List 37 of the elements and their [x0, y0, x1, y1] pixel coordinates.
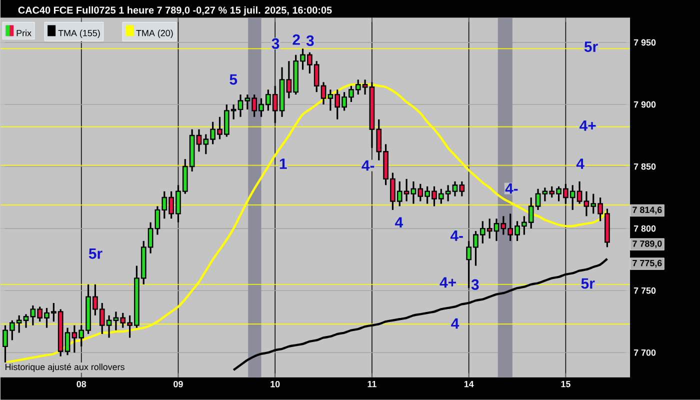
annotation: 3: [272, 38, 280, 49]
annotation: 3: [471, 279, 479, 290]
chart-title: CAC40 FCE Full0725 1 heure 7 789,0 -0,27 % 15 juil. 2025, 16:00:05: [18, 6, 332, 16]
annotation: 5r: [581, 278, 595, 289]
text: 7 814,6: [632, 206, 662, 214]
y-tick-label: 7 700: [634, 350, 656, 356]
annotation: 5r: [584, 42, 598, 52]
annotation: 4-: [505, 184, 518, 194]
x-tick-label: 15: [561, 381, 570, 388]
x-tick-label: 09: [174, 381, 183, 388]
annotation: 4-: [450, 230, 463, 241]
annotation: 4+: [440, 277, 456, 288]
annotation: 2: [292, 34, 300, 45]
text: 7 775,6: [632, 260, 662, 268]
text: 7 789,0: [632, 240, 662, 248]
annotation: 5r: [88, 248, 102, 259]
x-tick-label: 08: [76, 381, 86, 388]
annotation: 1: [280, 158, 287, 169]
x-tick-label: 11: [368, 381, 376, 388]
annotation: 4: [395, 217, 404, 228]
annotation: 4-: [362, 160, 374, 171]
annotation: Historique ajusté aux rollovers: [5, 364, 124, 372]
y-tick-label: 7 800: [634, 225, 656, 232]
annotation: 4: [451, 318, 460, 329]
annotation: 4: [576, 158, 584, 169]
x-tick-label: 14: [464, 381, 474, 388]
annotation: 5: [230, 74, 238, 85]
legend-label: Prix: [16, 30, 32, 36]
legend-label: TMA (20): [136, 30, 173, 38]
y-tick-label: 7 900: [634, 101, 656, 108]
annotation: 4+: [580, 120, 596, 131]
legend-label: TMA (155): [58, 30, 100, 38]
annotation: 3: [306, 35, 314, 46]
y-tick-label: 7 850: [634, 163, 656, 170]
y-tick-label: 7 950: [634, 39, 656, 46]
x-tick-label: 10: [270, 381, 280, 388]
y-tick-label: 7 750: [634, 288, 656, 294]
